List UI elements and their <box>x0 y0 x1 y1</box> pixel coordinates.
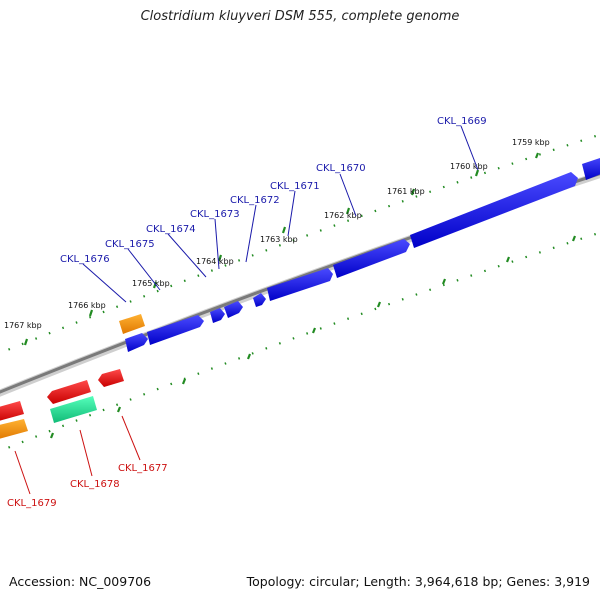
gene-ckl-1677[interactable] <box>98 369 124 387</box>
gene-ckl-1673[interactable] <box>253 293 266 307</box>
gene-label-ckl-1673[interactable]: CKL_1673 <box>190 209 240 220</box>
scale-label: 1760 kbp <box>450 162 488 171</box>
gene-label-ckl-1679[interactable]: CKL_1679 <box>7 498 57 509</box>
gene-label-ckl-1676[interactable]: CKL_1676 <box>60 254 110 265</box>
outer-scale-track <box>0 133 600 355</box>
reverse-genes <box>0 369 124 440</box>
genome-summary-text: Topology: circular; Length: 3,964,618 bp… <box>246 574 590 589</box>
gene-label-ckl-1670[interactable]: CKL_1670 <box>316 163 366 174</box>
forward-gene-labels: CKL_1669 CKL_1670 CKL_1671 CKL_1672 CKL_… <box>60 116 487 265</box>
outer-major-ticks <box>23 152 540 346</box>
scale-label: 1759 kbp <box>512 138 550 147</box>
gene-ckl-1672[interactable] <box>267 268 333 301</box>
inner-major-ticks <box>49 235 577 439</box>
scale-label: 1763 kbp <box>260 235 298 244</box>
scale-label: 1761 kbp <box>387 187 425 196</box>
scale-labels: 1759 kbp 1760 kbp 1761 kbp 1762 kbp 1763… <box>4 138 550 330</box>
gene-ckl-1671[interactable] <box>333 239 410 278</box>
map-title: Clostridium kluyveri DSM 555, complete g… <box>140 9 460 24</box>
scale-label: 1767 kbp <box>4 321 42 330</box>
reverse-gene-labels: CKL_1677 CKL_1678 CKL_1679 <box>7 463 168 509</box>
reverse-callouts <box>14 415 141 495</box>
gene-label-ckl-1677[interactable]: CKL_1677 <box>118 463 168 474</box>
forward-callouts <box>82 125 479 303</box>
scale-label: 1765 kbp <box>132 279 170 288</box>
gene-ckl-1676b[interactable] <box>125 333 148 352</box>
gene-ckl-1678[interactable] <box>47 380 91 404</box>
gene-ckl-1676a[interactable] <box>147 315 204 345</box>
gene-label-ckl-1678[interactable]: CKL_1678 <box>70 479 120 490</box>
gene-ckl-1679[interactable] <box>0 401 24 422</box>
gene-ckl-1669[interactable] <box>582 156 600 180</box>
gene-orange-reverse[interactable] <box>0 419 28 440</box>
scale-label: 1764 kbp <box>196 257 234 266</box>
gene-teal[interactable] <box>50 396 97 423</box>
forward-genes <box>125 156 600 352</box>
gene-label-ckl-1674[interactable]: CKL_1674 <box>146 224 196 235</box>
gene-label-ckl-1675[interactable]: CKL_1675 <box>105 239 155 250</box>
gene-label-ckl-1671[interactable]: CKL_1671 <box>270 181 320 192</box>
gene-ckl-1670[interactable] <box>410 172 578 248</box>
gene-label-ckl-1672[interactable]: CKL_1672 <box>230 195 280 206</box>
gene-ckl-1674[interactable] <box>224 301 243 318</box>
gene-ckl-1675[interactable] <box>210 308 225 323</box>
scale-label: 1762 kbp <box>324 211 362 220</box>
gene-label-ckl-1669[interactable]: CKL_1669 <box>437 116 487 127</box>
accession-text: Accession: NC_009706 <box>9 574 152 589</box>
scale-label: 1766 kbp <box>68 301 106 310</box>
gene-orange-forward[interactable] <box>119 314 145 334</box>
